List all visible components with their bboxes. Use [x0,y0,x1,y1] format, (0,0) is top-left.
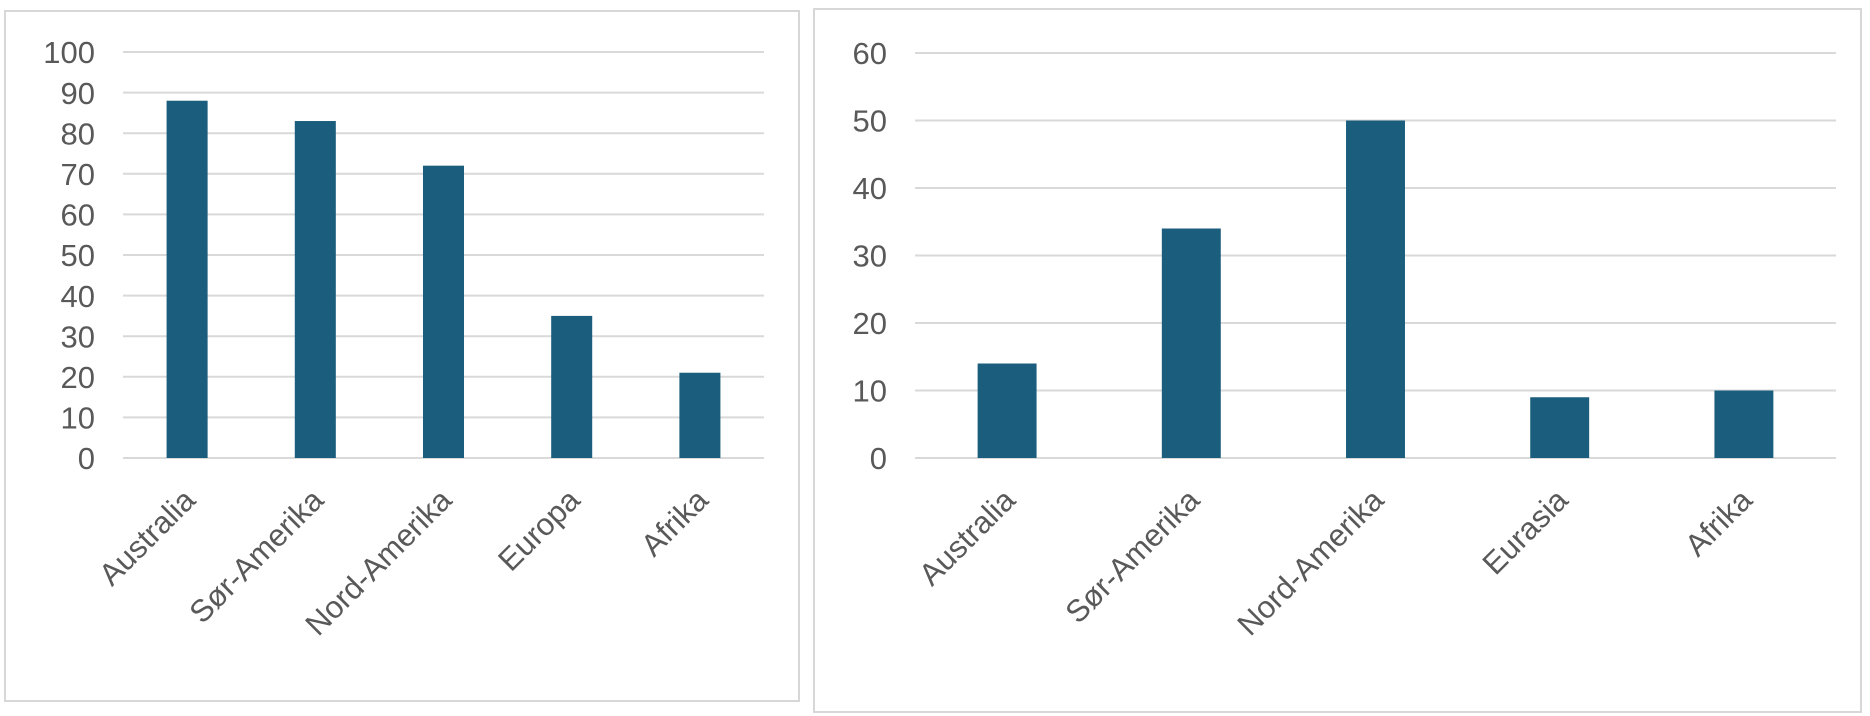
y-tick-label: 30 [853,239,887,274]
y-tick-label: 20 [61,360,95,395]
bar [551,315,593,458]
right-chart-panel: 0 10 20 30 40 50 60 Australia Sør-Amerika Nord-Am… [813,8,1862,713]
category-label: Afrika [1678,482,1759,563]
category-label: Eurasia [1476,482,1576,582]
bar [977,363,1037,458]
y-tick-label: 20 [853,306,887,341]
category-label: Nord-Amerika [1230,482,1390,642]
left-chart-panel: 0 10 20 30 40 50 60 70 80 90 100 Australia Sør-Ameri… [4,10,800,702]
category-label: Europa [491,482,587,578]
category-label: Australia [912,482,1023,593]
bar [422,165,465,458]
category-label: Australia [92,482,203,593]
y-tick-label: 50 [853,104,887,139]
bar [166,100,208,458]
y-tick-label: 10 [853,374,887,409]
bar [679,372,721,458]
bar [1714,390,1774,458]
y-tick-label: 50 [61,238,95,273]
y-tick-label: 40 [61,279,95,314]
y-tick-label: 60 [853,36,887,71]
bar [1346,120,1405,458]
y-tick-label: 70 [61,157,95,192]
y-tick-label: 0 [78,441,95,476]
y-tick-label: 30 [61,319,95,354]
y-tick-label: 0 [870,441,887,476]
category-label: Sør-Amerika [1058,482,1206,630]
y-tick-label: 90 [61,76,95,111]
bar [294,121,336,459]
y-tick-label: 100 [43,35,95,70]
y-tick-label: 80 [61,116,95,151]
y-tick-label: 10 [61,401,95,436]
category-label: Afrika [634,482,715,563]
left-bar-chart: 0102030405060708090100AustraliaSør-Ameri… [43,35,764,642]
bar [1530,397,1590,458]
y-tick-label: 40 [853,171,887,206]
bar [1161,228,1221,458]
y-tick-label: 60 [61,198,95,233]
right-bar-chart: 0 10 20 30 40 50 60 Australia Sør-Amerika Nord-Am… [853,36,1836,642]
